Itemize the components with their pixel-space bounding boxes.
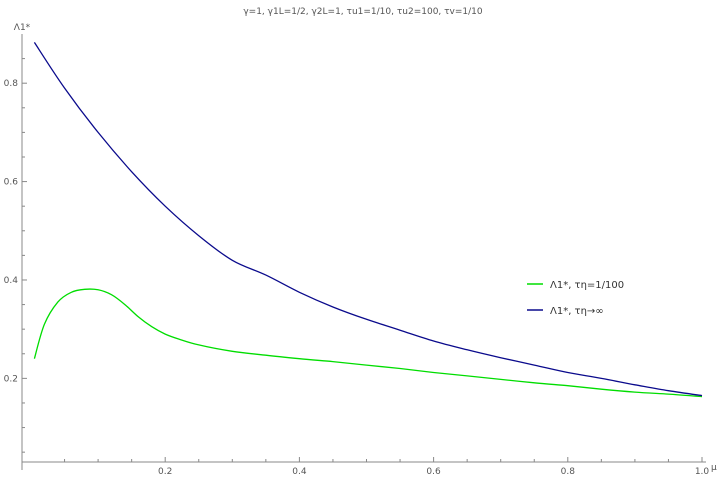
x-tick-label: 0.2 — [158, 467, 172, 477]
legend: Λ1*, τη=1/100 Λ1*, τη→∞ — [527, 280, 624, 317]
series-line-2 — [33, 42, 703, 397]
series-lines — [33, 42, 703, 398]
x-tick-label: 0.8 — [561, 467, 576, 477]
y-tick-label: 0.6 — [4, 178, 19, 188]
x-tick-label: 0.6 — [426, 467, 441, 477]
y-tick-label: 0.4 — [4, 276, 19, 286]
y-tick-label: 0.8 — [4, 79, 19, 89]
x-tick-label: 0.4 — [292, 467, 307, 477]
tick-group: 0.2 0.4 0.6 0.8 1.0 0.2 0.4 0.6 0.8 — [4, 58, 710, 477]
y-tick-label: 0.2 — [4, 374, 18, 384]
series-line-1 — [33, 288, 703, 398]
chart-title: γ=1, γ1L=1/2, γ2L=1, τu1=1/10, τu2=100, … — [243, 7, 483, 17]
x-axis-label: μ — [711, 463, 717, 473]
legend-label: Λ1*, τη=1/100 — [550, 280, 624, 291]
x-tick-label: 1.0 — [695, 467, 710, 477]
y-axis-label: Λ1* — [14, 23, 31, 33]
legend-label: Λ1*, τη→∞ — [550, 306, 604, 317]
